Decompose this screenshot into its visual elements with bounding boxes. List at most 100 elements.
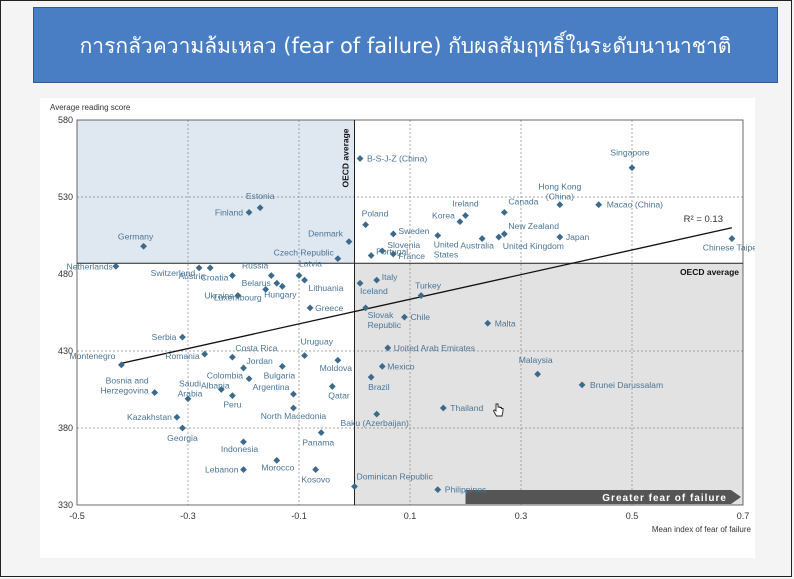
data-point (728, 235, 736, 242)
data-point (256, 204, 264, 212)
point-label: Kosovo (301, 475, 330, 485)
data-point (389, 250, 397, 258)
point-label: New Zealand (508, 221, 559, 231)
data-point (362, 221, 369, 229)
data-point (206, 264, 214, 272)
point-label: Singapore (610, 148, 649, 158)
data-point (290, 390, 297, 398)
y-tick-label: 530 (58, 192, 73, 202)
data-point (334, 356, 342, 364)
point-label: Qatar (328, 390, 350, 400)
point-label: B-S-J-Z (China) (367, 154, 427, 164)
point-label: Finland (215, 207, 243, 217)
data-point (434, 232, 442, 239)
data-point (112, 262, 120, 270)
point-label: United Kingdom (503, 241, 564, 251)
data-point (312, 466, 320, 473)
data-point (500, 230, 508, 238)
data-point (301, 276, 308, 284)
data-point (417, 292, 425, 299)
x-tick-label: 0.7 (737, 511, 750, 521)
point-label: Iceland (360, 286, 388, 296)
point-label: Ukraine (204, 291, 234, 301)
data-point (456, 218, 464, 226)
data-point (556, 201, 564, 209)
data-point (389, 230, 397, 238)
data-point (373, 410, 381, 418)
plot-border (76, 119, 744, 506)
point-label: Chinese Taipei (703, 243, 755, 253)
point-label: Romania (165, 351, 200, 361)
data-point (195, 264, 203, 272)
point-label: Denmark (308, 229, 344, 239)
data-point (240, 466, 247, 473)
point-label: Switzerland (151, 268, 196, 278)
point-label: Hong Kong (China) (538, 182, 581, 202)
y-axis-label: Average reading score (50, 103, 131, 112)
point-label: Greece (315, 303, 343, 313)
point-label: France (398, 251, 425, 261)
point-label: Philippines (445, 485, 487, 495)
x-tick-label: 0.3 (515, 511, 528, 521)
point-label: Uruguay (301, 337, 334, 347)
point-label: United Arab Emirates (394, 343, 475, 353)
trendline (121, 227, 733, 364)
title-banner: การกลัวความล้มเหลว (fear of failure) กับ… (33, 7, 778, 83)
data-point (373, 276, 381, 284)
point-label: Malaysia (519, 355, 553, 365)
point-label: Jordan (247, 356, 273, 366)
data-point (140, 242, 147, 250)
data-point (234, 292, 242, 299)
point-label: Malta (495, 318, 516, 328)
point-label: Thailand (450, 403, 483, 413)
data-point (217, 386, 225, 393)
x-tick-label: -0.5 (69, 511, 85, 521)
oecd-average-vertical-label: OECD average (341, 128, 351, 187)
point-label: Russia (242, 261, 268, 271)
point-label: Estonia (246, 191, 275, 201)
data-point (240, 438, 247, 446)
point-label: Sweden (398, 226, 429, 236)
point-label: Luxembourg (214, 292, 262, 302)
data-point (434, 486, 442, 493)
data-point (301, 352, 308, 360)
point-label: Poland (362, 209, 389, 219)
data-point (378, 247, 386, 255)
point-label: Australia (460, 241, 494, 251)
quadrant-top-left (77, 120, 355, 264)
point-label: Chile (410, 312, 430, 322)
data-point (273, 456, 281, 464)
data-point (278, 363, 286, 370)
data-point (595, 201, 603, 209)
quadrant-bottom-right (354, 263, 743, 505)
data-point (229, 392, 236, 400)
point-label: Dominican Republic (357, 472, 434, 482)
data-point (262, 286, 270, 293)
point-label: Italy (382, 272, 398, 282)
data-point (556, 233, 564, 241)
data-point (334, 255, 342, 262)
data-point (278, 282, 286, 290)
point-label: Croatia (201, 273, 229, 283)
point-label: Slovak Republic (368, 310, 402, 330)
data-point (401, 313, 408, 321)
point-label: Baku (Azerbaijan) (341, 418, 409, 428)
data-point (118, 361, 125, 369)
point-label: Indonesia (221, 444, 258, 454)
data-point (439, 404, 447, 412)
point-label: Portugal (376, 247, 408, 257)
data-point (367, 252, 375, 259)
point-label: Lebanon (205, 465, 239, 475)
r2-label: R² = 0.13 (684, 214, 723, 225)
x-tick-label: 0.5 (626, 511, 639, 521)
point-label: Bulgaria (264, 370, 296, 380)
point-label: Slovenia (387, 240, 420, 250)
scatter-chart: Greater fear of failure R² = 0.13 OECD ave… (50, 103, 759, 534)
y-tick-label: 580 (58, 115, 73, 125)
point-label: Costa Rica (235, 343, 277, 353)
y-tick-label: 380 (58, 423, 73, 433)
data-point (267, 272, 275, 279)
arrow-label: Greater fear of failure (602, 493, 727, 504)
data-point (151, 389, 159, 396)
